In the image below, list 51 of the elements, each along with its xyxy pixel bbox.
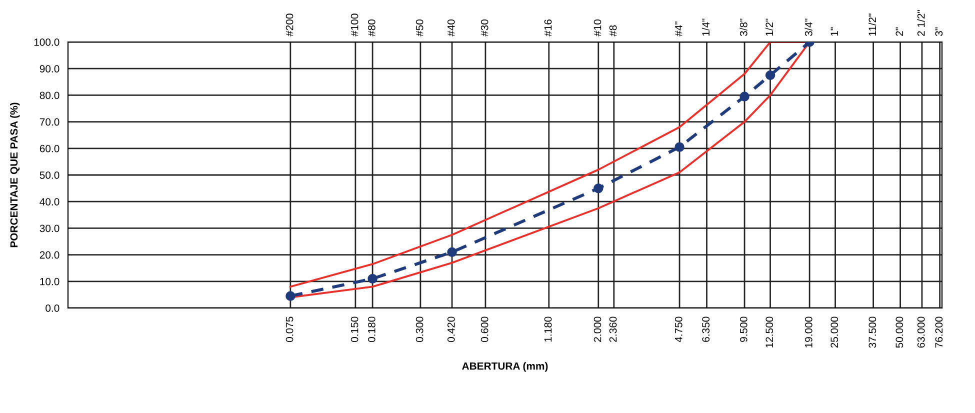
x-tick-label: 25.000	[830, 316, 838, 348]
x-tick-label: 0.300	[416, 316, 424, 342]
y-tick-label: 40.0	[40, 198, 60, 206]
text: 11/2"	[868, 14, 876, 36]
x-tick-label: 0.150	[350, 316, 358, 342]
y-tick-label: 60.0	[40, 144, 60, 152]
text: #30	[480, 19, 488, 36]
y-tick-label: 80.0	[40, 92, 60, 100]
y-tick-label: 70.0	[40, 118, 60, 126]
x-tick-label: 2.360	[609, 316, 617, 342]
text: 1/4"	[702, 18, 710, 36]
x-tick-label: 0.420	[447, 316, 455, 342]
x-axis-title: ABERTURA (mm)	[462, 362, 548, 372]
x-tick-label: 37.500	[868, 316, 876, 348]
x-tick-label: 19.000	[804, 316, 812, 348]
text: 1/2"	[765, 18, 774, 36]
x-tick-label: 2.000	[594, 316, 602, 342]
y-tick-label: 20.0	[40, 251, 60, 259]
x-tick-label: 12.500	[766, 316, 774, 348]
x-tick-label: 0.075	[286, 316, 294, 342]
x-tick-label: 9.500	[740, 316, 748, 342]
x-tick-label: 0.600	[480, 316, 488, 342]
text: #100	[350, 14, 358, 36]
y-tick-label: 0.0	[46, 304, 60, 312]
x-tick-label: 4.750	[674, 316, 682, 342]
text: #80	[368, 19, 376, 36]
text: #200	[286, 14, 294, 36]
text: 2 1/2"	[917, 10, 925, 36]
y-tick-label: 90.0	[40, 65, 60, 72]
x-tick-label: 76.200	[935, 316, 943, 348]
text: 3/4"	[804, 18, 812, 36]
x-tick-label: 50.000	[896, 316, 904, 348]
text: #8	[609, 25, 617, 36]
y-tick-label: 30.0	[40, 224, 60, 232]
text: 1"	[830, 27, 838, 36]
text: #16	[544, 20, 552, 36]
x-tick-label: 6.350	[702, 316, 710, 342]
text: 2"	[896, 27, 903, 36]
text: 3"	[935, 27, 943, 36]
text: #50	[416, 19, 424, 36]
y-axis-title: PORCENTAJE QUE PASA (%)	[10, 102, 20, 248]
y-tick-label: 100.0	[34, 38, 60, 46]
x-tick-label: 1.180	[544, 316, 552, 342]
text: #10	[594, 19, 602, 36]
x-tick-label: 0.180	[368, 316, 376, 342]
text: 3/8"	[740, 18, 748, 36]
text: #4"	[675, 22, 682, 36]
text: #40	[447, 19, 455, 36]
x-tick-label: 63.000	[917, 316, 925, 348]
y-tick-label: 50.0	[40, 172, 60, 179]
y-tick-label: 10.0	[40, 278, 60, 286]
